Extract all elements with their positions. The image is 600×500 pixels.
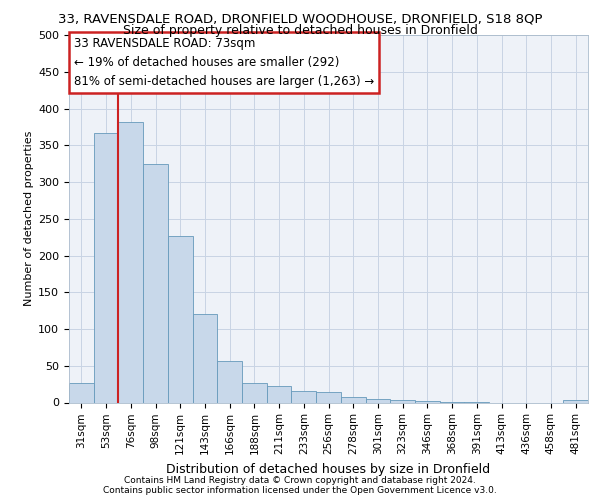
- X-axis label: Distribution of detached houses by size in Dronfield: Distribution of detached houses by size …: [166, 462, 491, 475]
- Bar: [316, 392, 341, 402]
- Bar: [143, 164, 168, 402]
- Text: Contains HM Land Registry data © Crown copyright and database right 2024.: Contains HM Land Registry data © Crown c…: [124, 476, 476, 485]
- Bar: [168, 236, 193, 402]
- Bar: [69, 382, 94, 402]
- Bar: [563, 400, 588, 402]
- Bar: [390, 400, 415, 402]
- Bar: [242, 382, 267, 402]
- Text: 33 RAVENSDALE ROAD: 73sqm
← 19% of detached houses are smaller (292)
81% of semi: 33 RAVENSDALE ROAD: 73sqm ← 19% of detac…: [74, 37, 374, 88]
- Text: Contains public sector information licensed under the Open Government Licence v3: Contains public sector information licen…: [103, 486, 497, 495]
- Bar: [341, 398, 365, 402]
- Bar: [118, 122, 143, 402]
- Bar: [292, 390, 316, 402]
- Bar: [217, 360, 242, 403]
- Bar: [415, 401, 440, 402]
- Bar: [193, 314, 217, 402]
- Bar: [94, 133, 118, 402]
- Text: Size of property relative to detached houses in Dronfield: Size of property relative to detached ho…: [122, 24, 478, 37]
- Bar: [267, 386, 292, 402]
- Bar: [365, 399, 390, 402]
- Y-axis label: Number of detached properties: Number of detached properties: [24, 131, 34, 306]
- Text: 33, RAVENSDALE ROAD, DRONFIELD WOODHOUSE, DRONFIELD, S18 8QP: 33, RAVENSDALE ROAD, DRONFIELD WOODHOUSE…: [58, 12, 542, 26]
